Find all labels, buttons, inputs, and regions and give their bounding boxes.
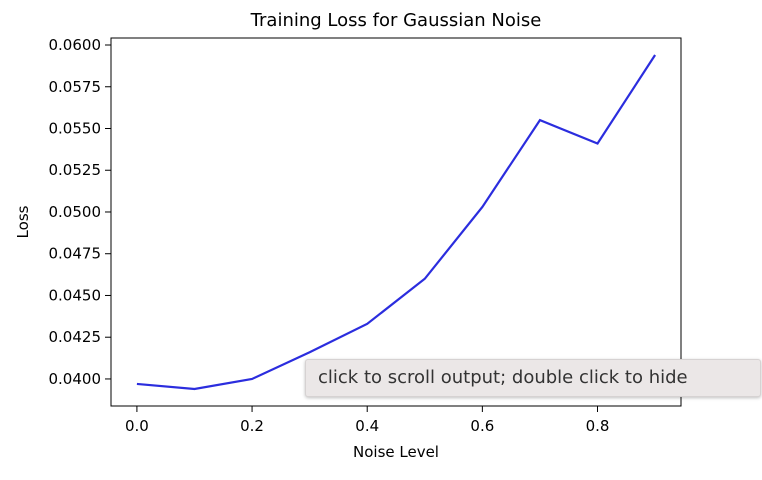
chart-title: Training Loss for Gaussian Noise bbox=[250, 10, 542, 31]
x-tick-label: 0.2 bbox=[240, 417, 264, 435]
plot-area bbox=[110, 37, 682, 407]
x-tick-label: 0.8 bbox=[586, 417, 610, 435]
x-tick-label: 0.6 bbox=[470, 417, 494, 435]
y-tick-label: 0.0525 bbox=[49, 161, 102, 179]
y-tick-label: 0.0500 bbox=[49, 203, 102, 221]
y-tick-label: 0.0600 bbox=[49, 36, 102, 54]
x-tick-label: 0.0 bbox=[125, 417, 149, 435]
x-axis-label: Noise Level bbox=[353, 443, 439, 461]
y-tick-label: 0.0425 bbox=[49, 328, 102, 346]
y-axis-label: Loss bbox=[14, 205, 32, 238]
y-tick-label: 0.0550 bbox=[49, 119, 102, 137]
scroll-output-tooltip[interactable]: click to scroll output; double click to … bbox=[305, 359, 761, 397]
x-axis: 0.0 0.2 0.4 0.6 0.8 bbox=[125, 406, 609, 435]
x-tick-label: 0.4 bbox=[355, 417, 379, 435]
y-tick-label: 0.0400 bbox=[49, 370, 102, 388]
y-tick-label: 0.0450 bbox=[49, 286, 102, 304]
y-tick-label: 0.0475 bbox=[49, 245, 102, 263]
series-layer bbox=[136, 54, 657, 391]
y-tick-label: 0.0575 bbox=[49, 78, 102, 96]
series-line bbox=[136, 54, 657, 391]
y-axis: 0.0400 0.0425 0.0450 0.0475 0.0500 0.0525 0.05… bbox=[49, 36, 111, 388]
